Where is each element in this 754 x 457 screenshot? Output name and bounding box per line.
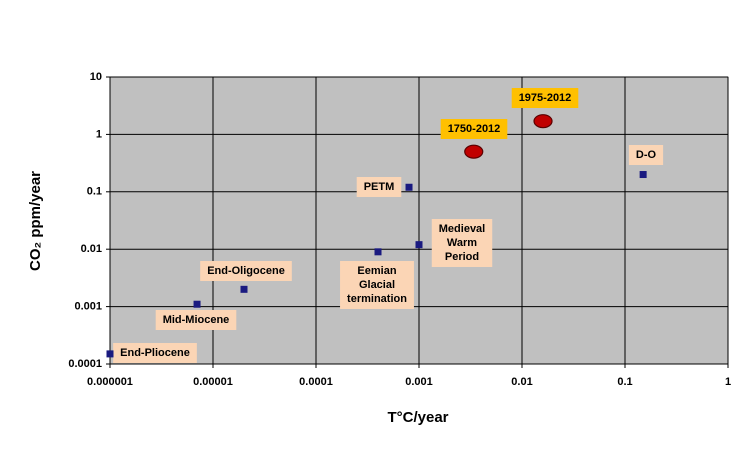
annotation-box [440,119,508,139]
annotation-box [200,261,292,281]
annotation-box [511,88,579,108]
annotation: 1750-2012 [440,119,508,139]
y-tick-label: 0.1 [87,186,102,198]
annotation-label: Warm [447,237,477,249]
point [106,350,114,358]
point [193,300,201,308]
annotation: End-Oligocene [200,261,292,281]
annotation-label: Glacial [359,279,395,291]
point [533,114,553,129]
y-tick-label: 1 [96,128,102,140]
x-tick-label: 0.00001 [193,376,233,388]
annotation: End-Pliocene [113,343,197,363]
annotation-label: termination [347,293,407,305]
x-tick-label: 0.01 [511,376,532,388]
point [240,285,248,293]
annotation-box [113,343,197,363]
y-tick-label: 0.01 [81,243,102,255]
annotation: Mid-Miocene [155,310,237,330]
annotation-box [155,310,237,330]
annotation-label: 1750-2012 [448,123,501,135]
point [405,183,413,191]
annotation: PETM [356,177,402,197]
annotation-label: Eemian [357,265,396,277]
x-tick-label: 0.0001 [299,376,333,388]
annotation-box [431,219,493,267]
annotation-label: End-Pliocene [120,347,190,359]
annotation-box [628,145,664,165]
point [415,241,423,249]
point [374,248,382,256]
x-tick-label: 0.001 [405,376,433,388]
x-tick-label: 0.000001 [87,376,133,388]
y-tick-label: 10 [90,71,102,83]
annotation-box [356,177,402,197]
annotation: Eemian Glacial termination [340,261,414,309]
annotation: D-O [628,145,664,165]
y-axis-title: CO₂ ppm/year [27,171,44,271]
annotation: 1975-2012 [511,88,579,108]
x-axis-title: T°C/year [387,409,448,426]
annotation-label: 1975-2012 [519,92,572,104]
annotation-label: PETM [364,181,395,193]
point [639,171,647,179]
annotation-label: D-O [636,149,657,161]
annotation-label: Mid-Miocene [163,314,230,326]
y-tick-label: 0.0001 [68,358,102,370]
y-tick-label: 0.001 [74,301,102,313]
annotation-label: Period [445,251,479,263]
x-tick-label: 0.1 [617,376,632,388]
annotation-box [340,261,414,309]
annotation-label: Medieval [439,223,485,235]
annotation-label: End-Oligocene [207,265,285,277]
x-tick-label: 1 [725,376,731,388]
annotation: Medieval Warm Period [431,219,493,267]
point [464,144,484,159]
